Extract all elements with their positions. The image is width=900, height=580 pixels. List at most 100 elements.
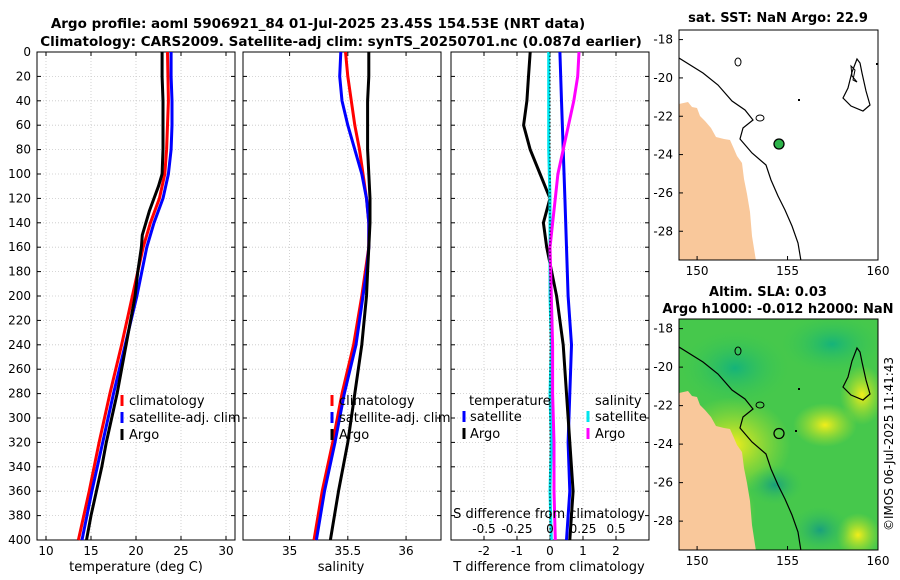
temperature-x-tick-label: 10 — [38, 544, 53, 558]
depth-tick-label: 20 — [16, 69, 31, 83]
legend-t-satellite-label: satellite — [470, 410, 522, 425]
depth-tick-label: 220 — [8, 313, 31, 327]
salinity-x-tick-label: 36 — [398, 544, 413, 558]
depth-tick-label: 180 — [8, 265, 31, 279]
depth-tick-label: 160 — [8, 240, 31, 254]
sla-anomaly-patch — [790, 506, 850, 550]
sst-map-frame — [678, 29, 879, 261]
legend-argo-label: Argo — [129, 428, 159, 443]
sla-map — [679, 319, 878, 550]
legend-climatology-label: climatology — [339, 394, 415, 409]
sla-map-frame — [678, 318, 879, 551]
map-x-tick-label: 155 — [776, 264, 799, 278]
series-satellite-adj-clim — [80, 52, 174, 541]
map-y-tick-label: -18 — [653, 322, 673, 336]
depth-tick-label: 40 — [16, 94, 31, 108]
legend-t-argo-label: Argo — [470, 427, 500, 442]
map-x-tick-label: 160 — [867, 264, 890, 278]
sst-island — [876, 63, 878, 65]
imos-watermark: ©IMOS 06-Jul-2025 11:41:43 — [882, 357, 896, 531]
salinity-frame — [242, 51, 442, 541]
legend-climatology-label: climatology — [129, 394, 205, 409]
depth-tick-label: 120 — [8, 191, 31, 205]
map-y-tick-label: -26 — [653, 186, 673, 200]
figure-title-line1: Argo profile: aoml 5906921_84 01-Jul-202… — [51, 16, 585, 32]
depth-tick-label: 340 — [8, 460, 31, 474]
map-y-tick-label: -18 — [653, 33, 673, 47]
sla-contour-plateau — [842, 346, 871, 401]
depth-tick-label: 280 — [8, 387, 31, 401]
legend-satellite-label: satellite-adj. clim — [129, 411, 241, 426]
sst-map-title: sat. SST: NaN Argo: 22.9 — [688, 11, 868, 26]
temperature-x-tick-label: 15 — [83, 544, 98, 558]
map-y-tick-label: -22 — [653, 109, 673, 123]
s-difference-tick-label: -0.25 — [501, 522, 532, 536]
difference-x-tick-label: 1 — [579, 544, 587, 558]
salinity-x-tick-label: 35.5 — [334, 544, 361, 558]
depth-tick-label: 0 — [23, 45, 31, 59]
sst-land — [679, 102, 756, 260]
sst-island — [798, 99, 800, 101]
sst-map-ticks: 150 155 160 -18 -20 -22 -24 -26 -28 — [653, 33, 889, 278]
map-y-tick-label: -28 — [653, 514, 673, 528]
difference-x-tick-label: 0 — [546, 544, 554, 558]
s-difference-tick-label: -0.5 — [472, 522, 495, 536]
sst-contour-reef — [850, 64, 858, 83]
depth-tick-label: 260 — [8, 362, 31, 376]
map-x-tick-label: 155 — [776, 554, 799, 568]
sst-contour-seamount — [734, 57, 742, 67]
difference-x-tick-label: -2 — [478, 544, 490, 558]
salinity-x-tick-label: 35 — [282, 544, 297, 558]
series-argo — [85, 52, 165, 541]
depth-tick-label: 60 — [16, 118, 31, 132]
difference-x-tick-label: 2 — [612, 544, 620, 558]
legend-argo-label: Argo — [339, 428, 369, 443]
t-difference-axis-label: T difference from climatology — [452, 560, 645, 575]
argo-position-marker — [773, 427, 785, 440]
sst-contour-1000m — [679, 57, 802, 260]
series-argo — [328, 52, 372, 541]
difference-legend: temperature satellite Argo salinity sate… — [462, 394, 647, 442]
salinity-legend: climatology satellite-adj. clim Argo — [330, 394, 451, 443]
series-temperature-satellite — [558, 51, 573, 541]
argo-position-marker — [773, 138, 785, 150]
map-x-tick-label: 160 — [867, 554, 890, 568]
map-y-tick-label: -20 — [653, 360, 673, 374]
sla-anomaly-patch — [840, 365, 878, 425]
difference-x-tick-label: -1 — [511, 544, 523, 558]
sla-contour-seamount — [734, 346, 742, 356]
depth-tick-label: 100 — [8, 167, 31, 181]
temperature-legend: climatology satellite-adj. clim Argo — [120, 394, 241, 443]
sla-contour-1000m — [679, 346, 802, 550]
sst-map — [679, 30, 878, 260]
depth-tick-label: 80 — [16, 143, 31, 157]
figure-title-line2: Climatology: CARS2009. Satellite-adj cli… — [40, 34, 642, 50]
temperature-x-tick-label: 25 — [173, 544, 188, 558]
sla-anomaly-patch — [780, 319, 878, 374]
salinity-panel: 35 35.5 36 — [242, 51, 442, 558]
sla-anomaly-patch — [680, 330, 790, 406]
salinity-axis-label: salinity — [318, 560, 365, 575]
legend-satellite-label: satellite-adj. clim — [339, 411, 451, 426]
temperature-panel: 10 15 20 25 30 — [36, 51, 236, 558]
s-difference-tick-label: 0.25 — [570, 522, 597, 536]
map-y-tick-label: -26 — [653, 476, 673, 490]
map-y-tick-label: -20 — [653, 71, 673, 85]
map-x-tick-label: 150 — [686, 264, 709, 278]
legend-salinity-title: salinity — [595, 394, 642, 409]
depth-axis-labels: 0 20 40 60 80 100 120 140 160 180 200 220 240 260 280 3… — [8, 45, 31, 547]
series-salinity-argo — [548, 51, 581, 541]
legend-s-argo-label: Argo — [595, 427, 625, 442]
sla-land — [679, 391, 756, 550]
depth-tick-label: 380 — [8, 509, 31, 523]
series-temperature-argo — [522, 51, 575, 541]
depth-tick-label: 200 — [8, 289, 31, 303]
depth-tick-label: 140 — [8, 216, 31, 230]
sla-map-title-line2: Argo h1000: -0.012 h2000: NaN — [662, 302, 893, 317]
depth-tick-label: 240 — [8, 338, 31, 352]
depth-tick-label: 320 — [8, 435, 31, 449]
legend-s-satellite-label: satellite — [595, 410, 647, 425]
map-x-tick-label: 150 — [686, 554, 709, 568]
